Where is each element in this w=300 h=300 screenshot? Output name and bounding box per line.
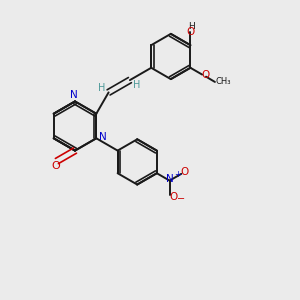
- Text: H: H: [188, 22, 195, 31]
- Text: O: O: [202, 70, 210, 80]
- Text: O: O: [181, 167, 189, 177]
- Text: N: N: [166, 173, 173, 184]
- Text: N: N: [99, 132, 107, 142]
- Text: O: O: [169, 193, 177, 202]
- Text: CH₃: CH₃: [215, 77, 231, 86]
- Text: O: O: [51, 161, 60, 172]
- Text: N: N: [70, 90, 77, 100]
- Text: −: −: [177, 194, 185, 204]
- Text: H: H: [133, 80, 140, 90]
- Text: H: H: [98, 83, 106, 93]
- Text: O: O: [186, 27, 194, 37]
- Text: +: +: [175, 169, 182, 178]
